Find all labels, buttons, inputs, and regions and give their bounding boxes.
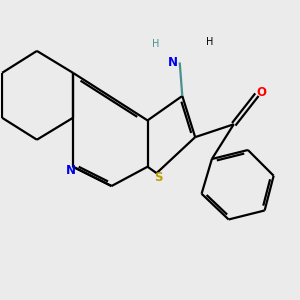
Text: N: N (66, 164, 76, 178)
Text: H: H (152, 40, 160, 50)
Text: O: O (256, 86, 266, 99)
Text: S: S (154, 171, 163, 184)
Text: N: N (168, 56, 178, 69)
Text: H: H (206, 38, 214, 47)
